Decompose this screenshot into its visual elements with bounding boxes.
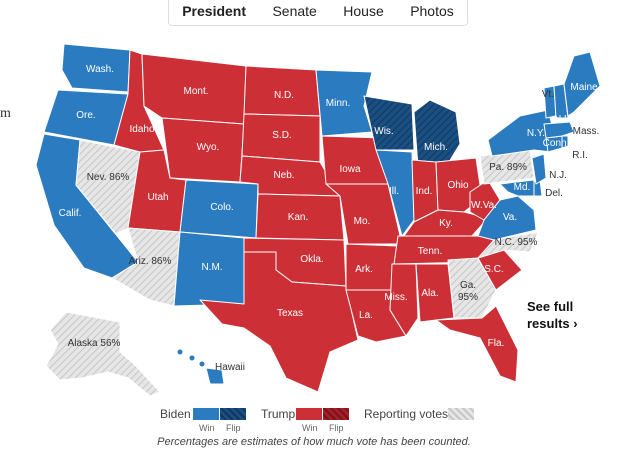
- label-utah: Utah: [147, 192, 168, 203]
- legend-biden-flip-label: Flip: [226, 423, 241, 433]
- label-ill: Ill.: [389, 186, 399, 197]
- label-wyo: Wyo.: [197, 142, 220, 153]
- label-mass: Mass.: [573, 126, 600, 137]
- state-md: [499, 179, 535, 197]
- label-mont: Mont.: [183, 86, 208, 97]
- label-nc: N.C. 95%: [495, 237, 538, 248]
- label-ky: Ky.: [439, 218, 453, 229]
- legend-biden-win-label: Win: [199, 423, 215, 433]
- state-nh: [553, 83, 569, 119]
- legend-biden: Biden: [160, 407, 191, 421]
- label-ny: N.Y.: [527, 128, 545, 139]
- footnote: Percentages are estimates of how much vo…: [157, 436, 471, 448]
- label-nj: N.J.: [549, 170, 567, 181]
- clipped-side-text: m: [0, 106, 11, 121]
- see-full-line2: results ›: [527, 316, 578, 331]
- state-nev: [75, 139, 141, 235]
- state-alaska: [45, 311, 161, 397]
- label-wva: W.Va.: [471, 200, 497, 211]
- state-ri: [561, 135, 569, 149]
- race-tabs: President Senate House Photos: [168, 0, 468, 26]
- label-ala: Ala.: [421, 288, 438, 299]
- state-hawaii: [176, 348, 225, 385]
- state-nj: [531, 153, 547, 185]
- label-la: La.: [359, 310, 373, 321]
- label-conn: Conn.: [543, 138, 570, 149]
- label-pa: Pa. 89%: [489, 162, 527, 173]
- state-mass: [543, 121, 575, 139]
- state-wis: [363, 95, 415, 151]
- see-full-line1: See full: [527, 299, 574, 314]
- label-ariz: Ariz. 86%: [129, 256, 172, 267]
- label-neb: Neb.: [273, 170, 294, 181]
- label-miss: Miss.: [384, 292, 407, 303]
- label-calif: Calif.: [59, 208, 82, 219]
- legend-trump-flip-swatch: [323, 408, 349, 420]
- legend-reporting: Reporting votes: [364, 407, 449, 421]
- legend-trump-flip-label: Flip: [329, 423, 344, 433]
- label-del: Del.: [545, 188, 563, 199]
- tab-president[interactable]: President: [182, 3, 247, 19]
- legend-biden-flip-swatch: [220, 408, 246, 420]
- state-minn: [315, 69, 373, 137]
- label-sc: S.C.: [484, 264, 503, 275]
- label-nh: N.H.: [554, 114, 574, 125]
- tab-senate[interactable]: Senate: [272, 3, 317, 19]
- label-maine: Maine: [570, 82, 598, 93]
- label-md: Md.: [514, 182, 531, 193]
- label-mich: Mich.: [424, 142, 448, 153]
- label-okla: Okla.: [300, 254, 323, 265]
- label-ohio: Ohio: [447, 180, 469, 191]
- state-texas: [199, 251, 359, 393]
- legend-trump-win-label: Win: [302, 423, 318, 433]
- label-wash: Wash.: [86, 64, 114, 75]
- label-colo: Colo.: [210, 202, 233, 213]
- label-minn: Minn.: [326, 98, 350, 109]
- label-sd: S.D.: [272, 130, 291, 141]
- label-nev: Nev. 86%: [87, 172, 130, 183]
- label-ga-pct: 95%: [458, 292, 478, 303]
- map-legend: Biden Win Flip Trump Win Flip Reporting …: [0, 402, 628, 433]
- state-fla: [435, 305, 519, 383]
- label-kan: Kan.: [288, 212, 309, 223]
- state-ga: [447, 257, 497, 319]
- see-full-results-link[interactable]: See full results ›: [527, 298, 578, 332]
- label-va: Va.: [503, 212, 517, 223]
- label-ind: Ind.: [416, 186, 433, 197]
- state-mich: [413, 99, 461, 171]
- label-vt: Vt.: [542, 89, 554, 100]
- legend-biden-win-swatch: [193, 408, 219, 420]
- label-fla: Fla.: [488, 338, 505, 349]
- label-ark: Ark.: [355, 264, 373, 275]
- state-ala: [415, 263, 455, 323]
- legend-trump: Trump: [261, 407, 296, 421]
- label-iowa: Iowa: [339, 164, 361, 175]
- label-nm: N.M.: [201, 262, 222, 273]
- label-ore: Ore.: [76, 110, 95, 121]
- label-idaho: Idaho: [129, 124, 154, 135]
- state-mo: [325, 183, 403, 245]
- state-maine: [563, 51, 601, 117]
- label-ri: R.I.: [572, 150, 588, 161]
- label-nd: N.D.: [274, 90, 294, 101]
- tab-house[interactable]: House: [343, 3, 384, 19]
- state-miss: [389, 263, 419, 337]
- legend-trump-win-swatch: [296, 408, 322, 420]
- label-ga: Ga.: [460, 280, 476, 291]
- tab-photos[interactable]: Photos: [410, 3, 454, 19]
- state-ill: [375, 149, 415, 237]
- label-alaska: Alaska 56%: [68, 338, 121, 349]
- state-wash: [61, 43, 131, 93]
- label-mo: Mo.: [354, 216, 371, 227]
- label-texas: Texas: [277, 308, 303, 319]
- state-va: [477, 195, 537, 241]
- label-tenn: Tenn.: [418, 246, 442, 257]
- legend-reporting-swatch: [448, 408, 474, 420]
- label-wis: Wis.: [374, 126, 393, 137]
- state-nc: [477, 231, 539, 259]
- label-hawaii: Hawaii: [215, 362, 245, 373]
